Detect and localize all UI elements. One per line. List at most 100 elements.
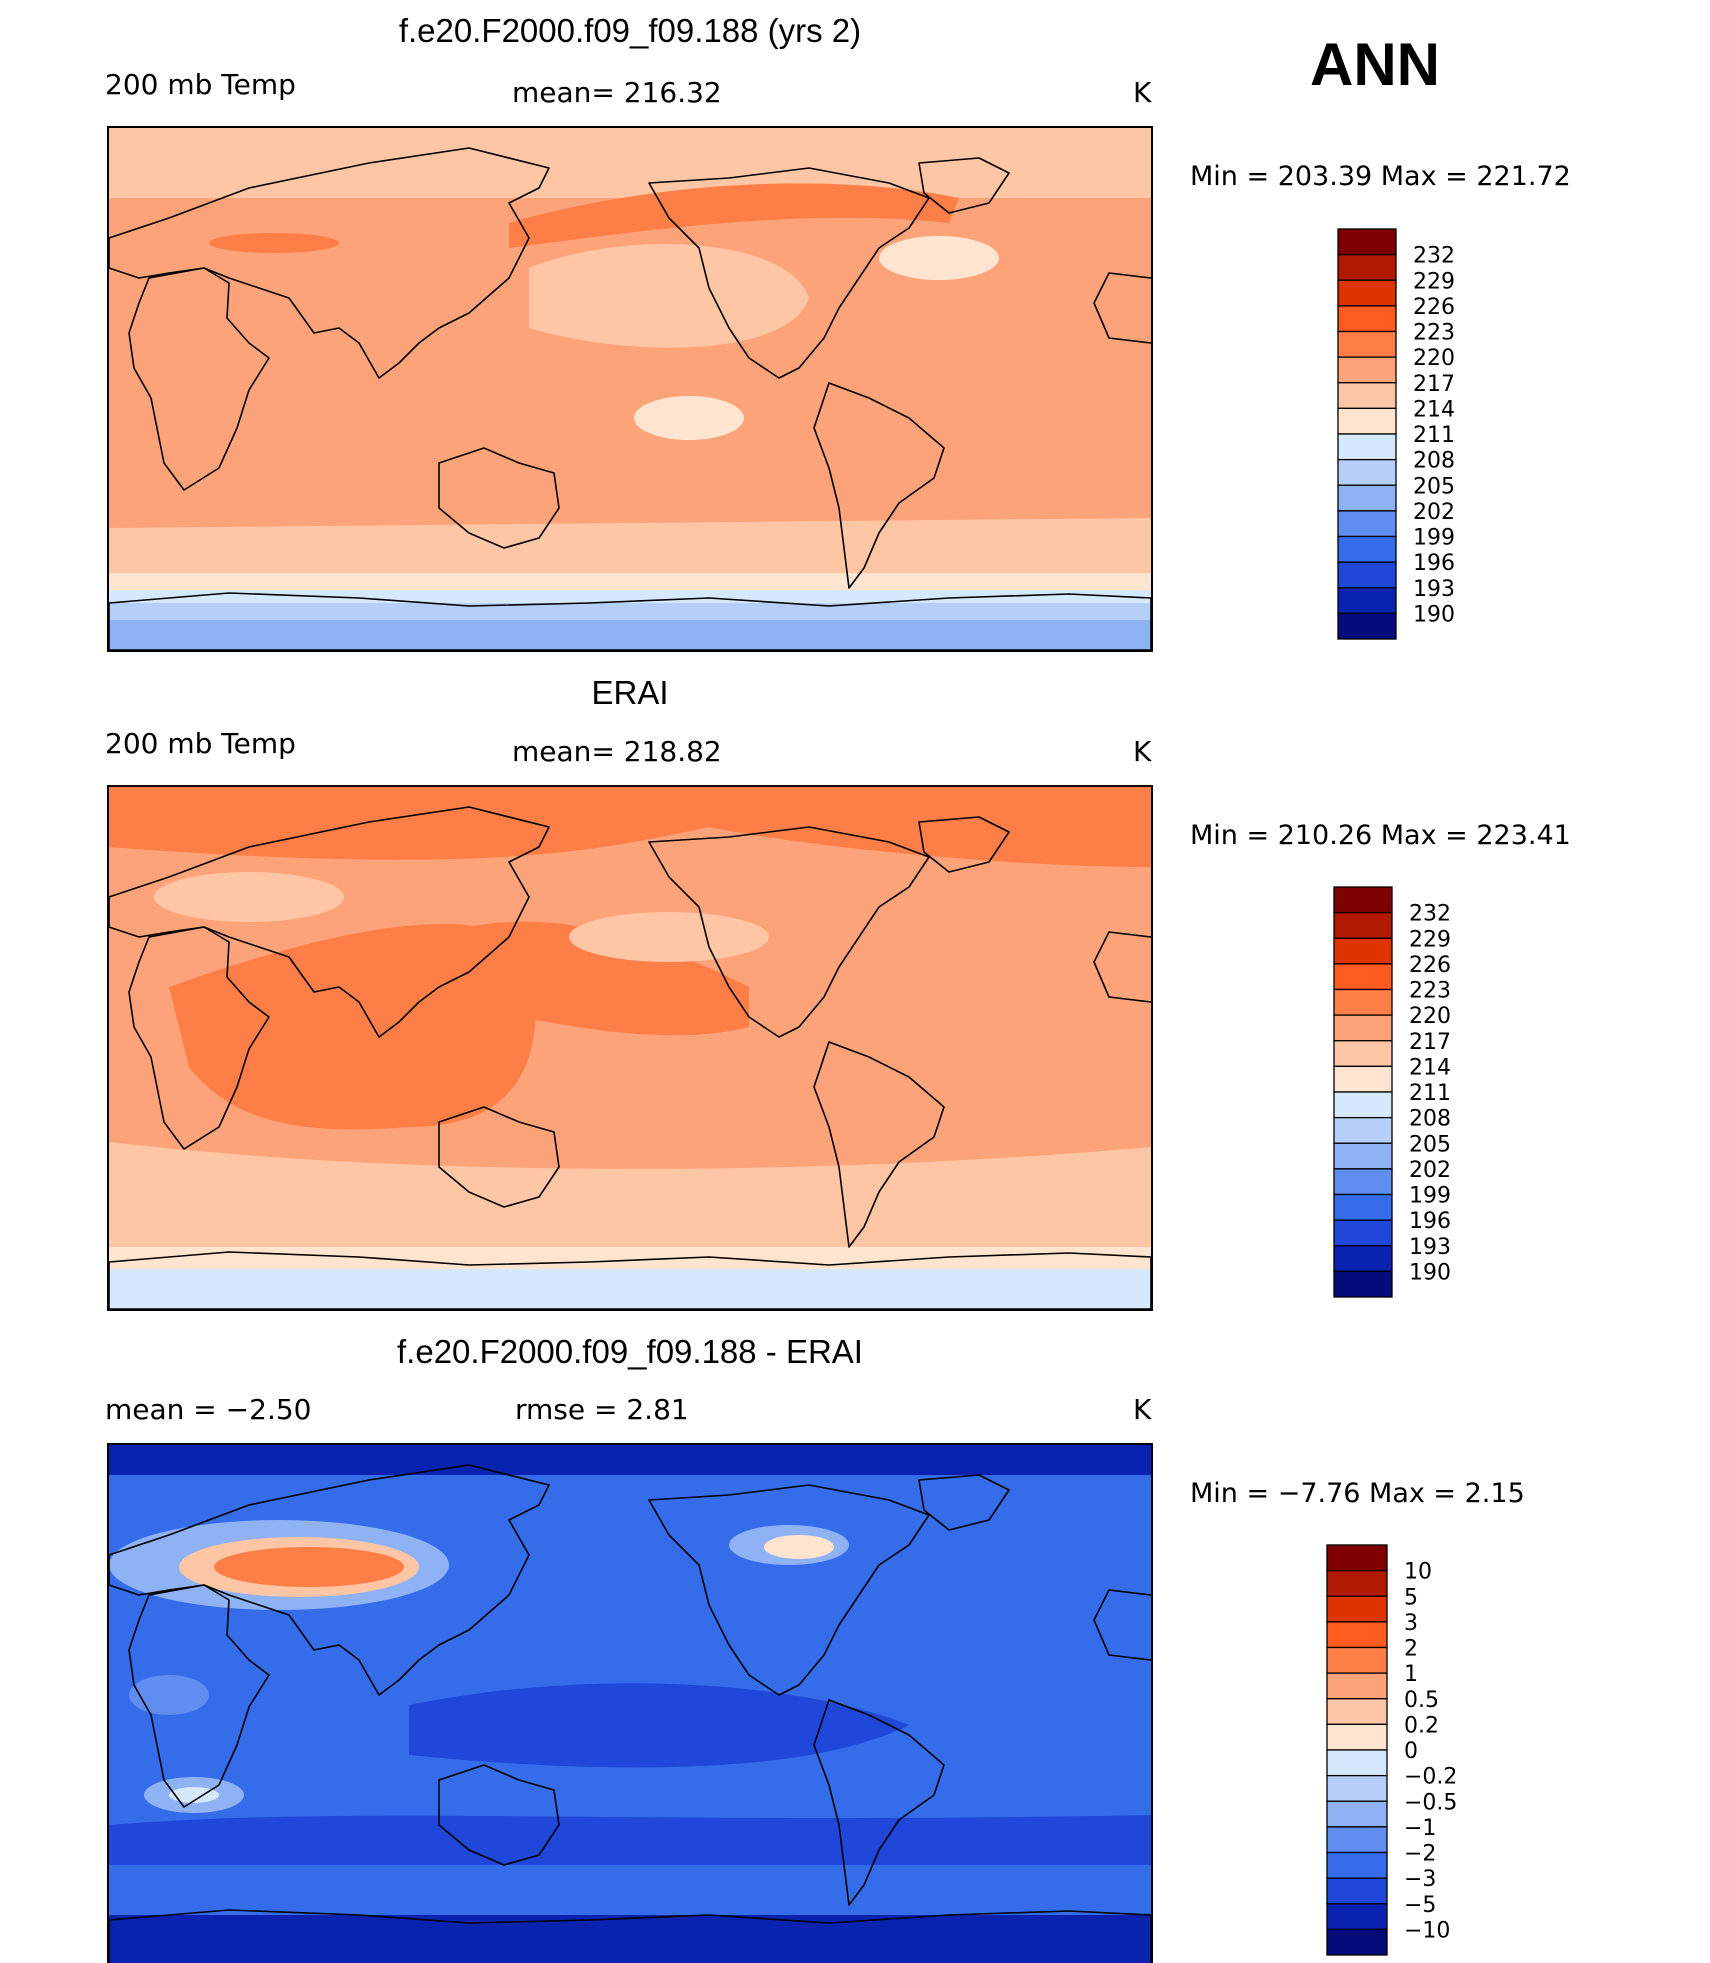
colorbar-tick-label: 205 bbox=[1413, 474, 1455, 499]
panel-3-rmse-label: rmse = 2.81 bbox=[515, 1393, 689, 1426]
colorbar-swatch bbox=[1333, 1065, 1393, 1093]
colorbar-tick-label: 5 bbox=[1404, 1585, 1418, 1610]
colorbar-swatch bbox=[1337, 330, 1397, 358]
panel-1-left-label: 200 mb Temp bbox=[105, 68, 296, 101]
colorbar-tick-label: −5 bbox=[1404, 1893, 1436, 1918]
field-band-north bbox=[109, 1445, 1151, 1475]
panel-2-title: ERAI bbox=[591, 674, 669, 711]
panel-1-colorbar: 232 229 226 223 220 217 214 211 208 205 202 199 196 1… bbox=[1337, 228, 1497, 651]
colorbar-tick-label: 208 bbox=[1413, 449, 1455, 474]
panel-2-minmax: Min = 210.26 Max = 223.41 bbox=[1190, 820, 1571, 851]
colorbar-swatch bbox=[1326, 1903, 1388, 1931]
coastline bbox=[648, 1484, 930, 1696]
coastline bbox=[109, 806, 550, 1038]
colorbar-tick-label: 3 bbox=[1404, 1611, 1418, 1636]
colorbar-tick-label: 199 bbox=[1413, 526, 1455, 551]
colorbar-swatch bbox=[1337, 510, 1397, 538]
field-band-north bbox=[109, 128, 1151, 198]
colorbar-swatch bbox=[1337, 484, 1397, 512]
field-dark-region bbox=[409, 1683, 909, 1768]
field-pale-region bbox=[764, 1535, 834, 1559]
coastline bbox=[813, 1699, 945, 1906]
colorbar-swatch bbox=[1337, 587, 1397, 615]
panel-3-colorbar: 10 5 3 2 1 0.5 0.2 0 −0.2 −0.5 −1 −2 −3 −5 −10 bbox=[1326, 1544, 1496, 1963]
field-region bbox=[529, 244, 809, 348]
panel-1-map bbox=[107, 126, 1153, 652]
colorbar-tick-label: 223 bbox=[1413, 321, 1455, 346]
coastline bbox=[438, 447, 560, 549]
coastline bbox=[648, 167, 930, 379]
colorbar-tick-label: 1 bbox=[1404, 1662, 1418, 1687]
colorbar-swatch bbox=[1333, 1116, 1393, 1144]
field-pale-region bbox=[634, 396, 744, 440]
colorbar-swatch bbox=[1326, 1800, 1388, 1828]
colorbar-tick-label: 214 bbox=[1413, 397, 1455, 422]
coastline bbox=[648, 826, 930, 1038]
coastline bbox=[109, 592, 1151, 650]
colorbar-swatch bbox=[1333, 1219, 1393, 1247]
colorbar-swatch bbox=[1333, 886, 1393, 914]
field-warm-region bbox=[209, 233, 339, 253]
field-light-region bbox=[154, 872, 344, 922]
coastline bbox=[813, 1041, 945, 1248]
panel-1-title: f.e20.F2000.f09_f09.188 (yrs 2) bbox=[398, 12, 862, 49]
colorbar-tick-label: 193 bbox=[1413, 577, 1455, 602]
colorbar-swatch bbox=[1333, 963, 1393, 991]
colorbar-tick-label: 196 bbox=[1413, 551, 1455, 576]
colorbar-swatch bbox=[1326, 1569, 1388, 1597]
colorbar-swatch bbox=[1326, 1851, 1388, 1879]
colorbar-tick-label: 217 bbox=[1409, 1030, 1451, 1055]
colorbar-tick-label: 0 bbox=[1404, 1739, 1418, 1764]
panel-3-units-label: K bbox=[1133, 1393, 1152, 1426]
field-light-region bbox=[569, 912, 769, 962]
colorbar-swatch bbox=[1337, 356, 1397, 384]
coastline bbox=[109, 1909, 1151, 1963]
coastline bbox=[109, 147, 550, 379]
colorbar-tick-label: 232 bbox=[1413, 244, 1455, 269]
colorbar-swatch bbox=[1333, 1014, 1393, 1042]
colorbar-swatch bbox=[1326, 1621, 1388, 1649]
panel-2-mean-label: mean= 218.82 bbox=[512, 735, 722, 768]
colorbar-tick-label: 211 bbox=[1409, 1081, 1451, 1106]
panel-3-map bbox=[107, 1443, 1153, 1963]
colorbar-swatch bbox=[1333, 1142, 1393, 1170]
season-label: ANN bbox=[1310, 31, 1440, 98]
colorbar-tick-label: −10 bbox=[1404, 1918, 1450, 1943]
field-pale-region bbox=[879, 236, 999, 280]
coastline bbox=[438, 1764, 560, 1866]
colorbar-tick-label: −0.2 bbox=[1404, 1765, 1457, 1790]
field-light-region bbox=[129, 1675, 209, 1715]
coastline bbox=[813, 382, 945, 589]
panel-1-minmax: Min = 203.39 Max = 221.72 bbox=[1190, 161, 1571, 192]
colorbar-tick-label: 220 bbox=[1409, 1004, 1451, 1029]
colorbar-tick-label: 196 bbox=[1409, 1209, 1451, 1234]
coastline bbox=[128, 267, 270, 491]
coastline bbox=[1093, 272, 1151, 344]
field-band-south bbox=[109, 1142, 1151, 1247]
colorbar-swatch bbox=[1337, 561, 1397, 589]
panel-3-title: f.e20.F2000.f09_f09.188 - ERAI bbox=[397, 1333, 863, 1370]
colorbar-swatch bbox=[1333, 1168, 1393, 1196]
colorbar-swatch bbox=[1333, 988, 1393, 1016]
colorbar-swatch bbox=[1333, 911, 1393, 939]
panel-2-colorbar: 232 229 226 223 220 217 214 211 208 205 202 199 196 1… bbox=[1333, 886, 1493, 1309]
colorbar-tick-label: 208 bbox=[1409, 1107, 1451, 1132]
colorbar-swatch bbox=[1333, 1091, 1393, 1119]
colorbar-tick-label: 214 bbox=[1409, 1055, 1451, 1080]
colorbar-swatch bbox=[1326, 1544, 1388, 1572]
panel-1-mean-label: mean= 216.32 bbox=[512, 76, 722, 109]
field-band-polar bbox=[109, 590, 1151, 604]
colorbar-tick-label: 202 bbox=[1413, 500, 1455, 525]
colorbar-tick-label: 0.5 bbox=[1404, 1688, 1439, 1713]
coastline bbox=[918, 1474, 1010, 1531]
field-warm-band bbox=[109, 787, 1151, 867]
colorbar-tick-label: 190 bbox=[1409, 1260, 1451, 1285]
coastline bbox=[438, 1106, 560, 1208]
colorbar-tick-label: 10 bbox=[1404, 1560, 1432, 1585]
colorbar-tick-label: −2 bbox=[1404, 1842, 1436, 1867]
colorbar-swatch bbox=[1326, 1595, 1388, 1623]
coastline bbox=[109, 1251, 1151, 1309]
colorbar-tick-label: 220 bbox=[1413, 346, 1455, 371]
coastline bbox=[918, 157, 1010, 214]
